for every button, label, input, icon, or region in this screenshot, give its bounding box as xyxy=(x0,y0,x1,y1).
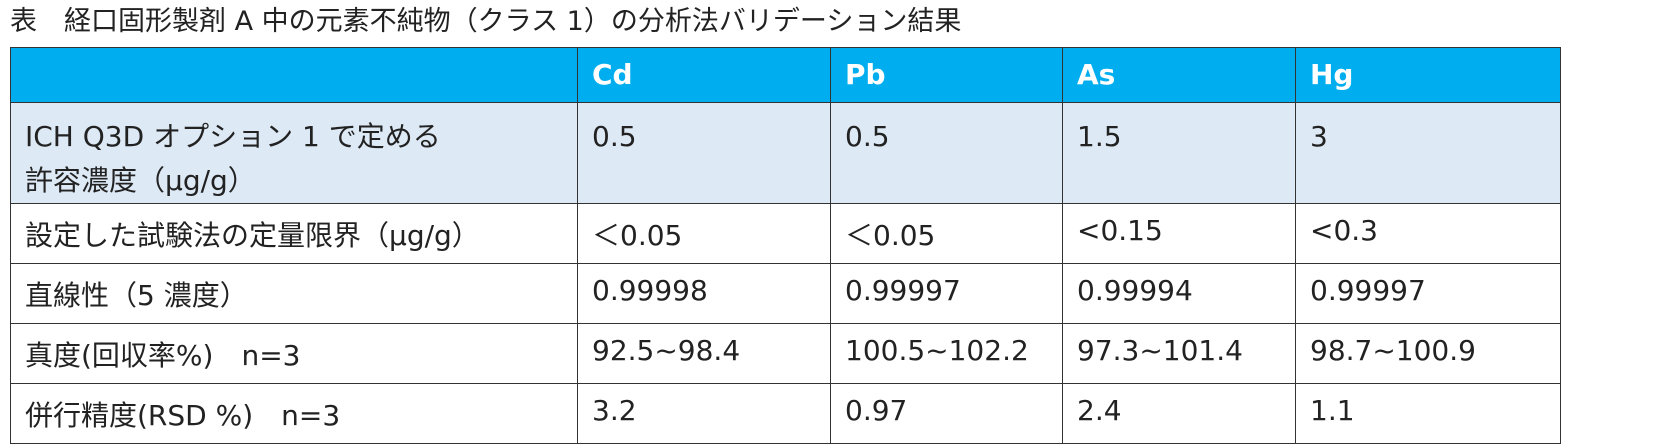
table-row: 設定した試験法の定量限界（μg/g） ＜0.05 ＜0.05 <0.15 <0.3 xyxy=(10,203,1561,264)
cell: 3.2 xyxy=(577,383,831,444)
cell: 0.99998 xyxy=(577,263,831,324)
cell: 0.5 xyxy=(830,102,1063,204)
results-table: Cd Pb As Hg ICH Q3D オプション 1 で定める 許容濃度（μg/g） 0… xyxy=(10,47,1561,444)
cell: <0.15 xyxy=(1062,203,1296,264)
cell: 0.99997 xyxy=(830,263,1063,324)
cell: 0.97 xyxy=(830,383,1063,444)
column-header: Cd xyxy=(577,47,831,103)
row-label: ICH Q3D オプション 1 で定める 許容濃度（μg/g） xyxy=(10,102,578,204)
cell: 1.5 xyxy=(1062,102,1296,204)
table-title: 表 経口固形製剤 A 中の元素不純物（クラス 1）の分析法バリデーション結果 xyxy=(10,6,962,37)
table-row: 直線性（5 濃度） 0.99998 0.99997 0.99994 0.99997 xyxy=(10,263,1561,324)
cell: 0.99997 xyxy=(1295,263,1561,324)
cell: 0.5 xyxy=(577,102,831,204)
cell: <0.3 xyxy=(1295,203,1561,264)
cell: 98.7~100.9 xyxy=(1295,323,1561,384)
column-header: Hg xyxy=(1295,47,1561,103)
column-header: As xyxy=(1062,47,1296,103)
header-cell xyxy=(10,47,578,103)
cell: 1.1 xyxy=(1295,383,1561,444)
cell: 92.5~98.4 xyxy=(577,323,831,384)
table-row: 真度(回収率%) n=3 92.5~98.4 100.5~102.2 97.3~101… xyxy=(10,323,1561,384)
row-label: 設定した試験法の定量限界（μg/g） xyxy=(10,203,578,264)
table-row: 併行精度(RSD %) n=3 3.2 0.97 2.4 1.1 xyxy=(10,383,1561,444)
cell: 2.4 xyxy=(1062,383,1296,444)
column-header: Pb xyxy=(830,47,1063,103)
header-row: Cd Pb As Hg xyxy=(10,47,1561,103)
cell: 97.3~101.4 xyxy=(1062,323,1296,384)
cell: 3 xyxy=(1295,102,1561,204)
cell: ＜0.05 xyxy=(830,203,1063,264)
row-label: 真度(回収率%) n=3 xyxy=(10,323,578,384)
row-label: 併行精度(RSD %) n=3 xyxy=(10,383,578,444)
table-row: ICH Q3D オプション 1 で定める 許容濃度（μg/g） 0.5 0.5 1.5… xyxy=(10,102,1561,204)
cell: ＜0.05 xyxy=(577,203,831,264)
cell: 0.99994 xyxy=(1062,263,1296,324)
row-label: 直線性（5 濃度） xyxy=(10,263,578,324)
cell: 100.5~102.2 xyxy=(830,323,1063,384)
